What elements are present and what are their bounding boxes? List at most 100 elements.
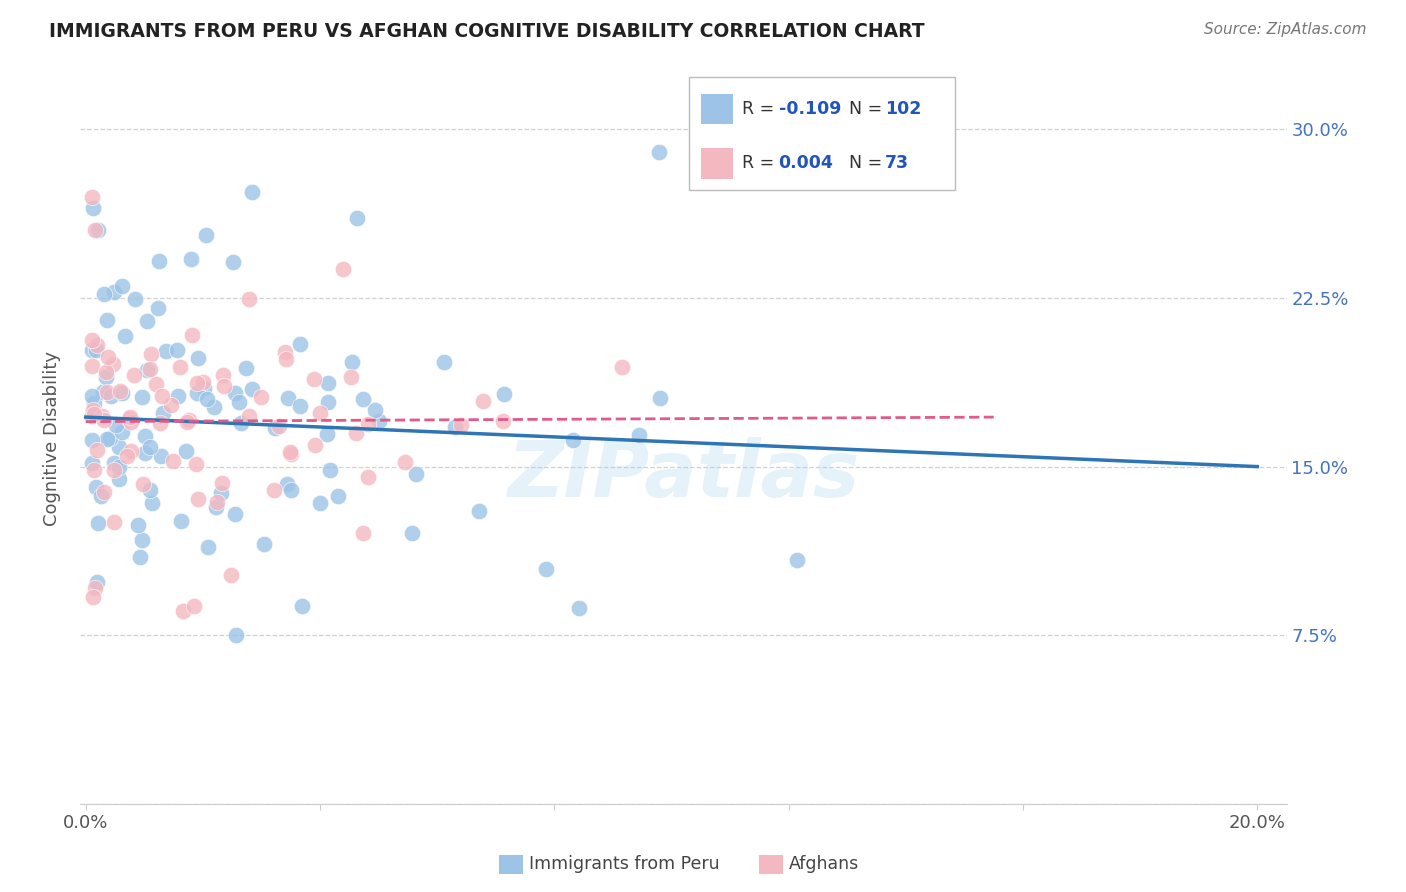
Point xyxy=(131,390,153,404)
Point xyxy=(277,391,299,405)
Point xyxy=(139,441,162,455)
Point xyxy=(83,223,105,237)
Point xyxy=(176,415,198,429)
Point xyxy=(222,255,245,269)
Point xyxy=(786,553,808,567)
Point xyxy=(87,223,110,237)
Point xyxy=(276,476,298,491)
Point xyxy=(83,463,105,477)
Point xyxy=(280,447,302,461)
Point xyxy=(204,500,226,515)
Point xyxy=(162,454,184,468)
Point xyxy=(132,476,155,491)
Point xyxy=(107,471,129,485)
Point xyxy=(145,377,167,392)
Point xyxy=(238,409,260,424)
Point xyxy=(274,345,297,359)
Point xyxy=(352,392,374,407)
Point xyxy=(174,443,197,458)
Point xyxy=(82,201,104,215)
Point xyxy=(309,406,332,420)
Text: N =: N = xyxy=(849,100,887,118)
Point xyxy=(86,442,108,457)
Point xyxy=(433,355,456,369)
Point xyxy=(146,301,169,316)
Point xyxy=(228,394,250,409)
Point xyxy=(114,329,136,343)
Point xyxy=(139,347,162,361)
Point xyxy=(98,431,121,445)
Point xyxy=(211,476,233,491)
Text: IMMIGRANTS FROM PERU VS AFGHAN COGNITIVE DISABILITY CORRELATION CHART: IMMIGRANTS FROM PERU VS AFGHAN COGNITIVE… xyxy=(49,22,925,41)
Point xyxy=(169,359,191,374)
Point xyxy=(83,395,105,409)
Point xyxy=(197,541,219,555)
Text: -0.109: -0.109 xyxy=(779,100,841,118)
Point xyxy=(101,357,124,371)
Point xyxy=(149,449,172,463)
Point xyxy=(394,455,416,469)
Point xyxy=(240,185,263,199)
Point xyxy=(120,409,142,424)
Point xyxy=(191,376,214,390)
Point xyxy=(225,628,247,642)
Point xyxy=(205,495,228,509)
Point xyxy=(278,445,301,459)
Point xyxy=(86,343,108,358)
Point xyxy=(274,351,297,366)
Point xyxy=(80,359,103,373)
FancyBboxPatch shape xyxy=(689,77,955,190)
Point xyxy=(316,426,339,441)
Point xyxy=(120,415,142,429)
Point xyxy=(195,227,218,242)
Point xyxy=(647,145,669,159)
Point xyxy=(263,483,285,497)
Point xyxy=(128,549,150,564)
Point xyxy=(186,376,208,391)
Point xyxy=(340,354,363,368)
Text: Immigrants from Peru: Immigrants from Peru xyxy=(529,855,720,873)
Point xyxy=(93,484,115,499)
Point xyxy=(183,599,205,614)
Text: 73: 73 xyxy=(884,154,908,172)
Point xyxy=(103,463,125,477)
Point xyxy=(108,459,131,474)
Point xyxy=(187,491,209,506)
Point xyxy=(115,450,138,464)
Point xyxy=(84,480,107,494)
Point xyxy=(138,361,160,376)
Point xyxy=(290,336,312,351)
Point xyxy=(152,405,174,419)
Point xyxy=(93,286,115,301)
Point xyxy=(110,279,132,293)
Point xyxy=(180,252,202,267)
Point xyxy=(238,292,260,306)
Point xyxy=(120,444,142,458)
Point xyxy=(288,400,311,414)
Point xyxy=(80,409,103,424)
Point xyxy=(167,389,190,403)
Point xyxy=(610,360,633,375)
Point xyxy=(181,328,204,343)
Point xyxy=(250,390,273,404)
Point xyxy=(166,343,188,358)
Point xyxy=(444,420,467,434)
Point xyxy=(83,581,105,595)
Point xyxy=(134,429,156,443)
Point xyxy=(108,440,131,454)
Point xyxy=(316,395,339,409)
Point xyxy=(135,313,157,327)
Point xyxy=(139,483,162,497)
Point xyxy=(80,343,103,357)
Point xyxy=(90,489,112,503)
Point xyxy=(367,414,389,428)
Point xyxy=(80,190,103,204)
Point xyxy=(96,384,118,399)
Point xyxy=(96,432,118,446)
Point xyxy=(94,365,117,379)
Point xyxy=(357,470,380,484)
Point xyxy=(195,392,218,406)
Point xyxy=(280,483,302,498)
Point xyxy=(202,400,225,414)
Point xyxy=(105,417,128,432)
